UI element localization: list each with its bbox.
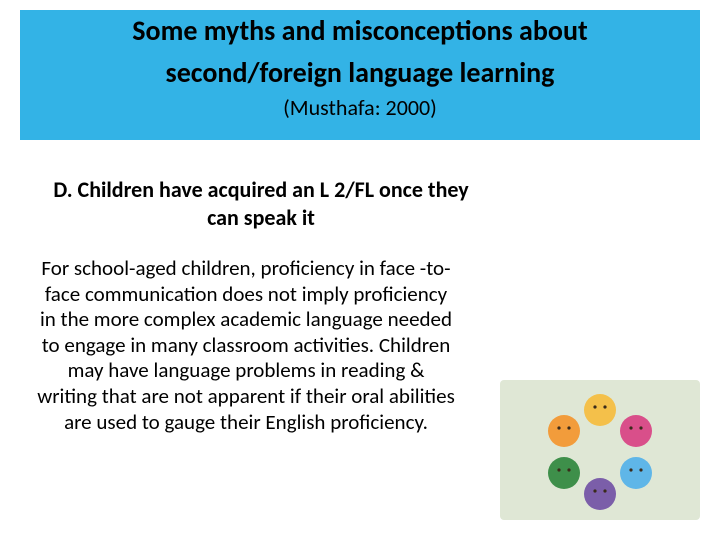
children-photo-placeholder-icon bbox=[500, 380, 700, 520]
title-line-2: second/foreign language learning bbox=[20, 54, 700, 92]
children-photo bbox=[500, 380, 700, 520]
slide: { "title_band": { "background_color": "#… bbox=[0, 0, 720, 540]
body-paragraph: For school-aged children, proficiency in… bbox=[36, 256, 456, 435]
myth-heading: D. Children have acquired an L 2/FL once… bbox=[46, 176, 476, 231]
title-citation: (Musthafa: 2000) bbox=[20, 94, 700, 121]
title-line-1: Some myths and misconceptions about bbox=[20, 12, 700, 50]
title-band: Some myths and misconceptions about seco… bbox=[20, 10, 700, 140]
